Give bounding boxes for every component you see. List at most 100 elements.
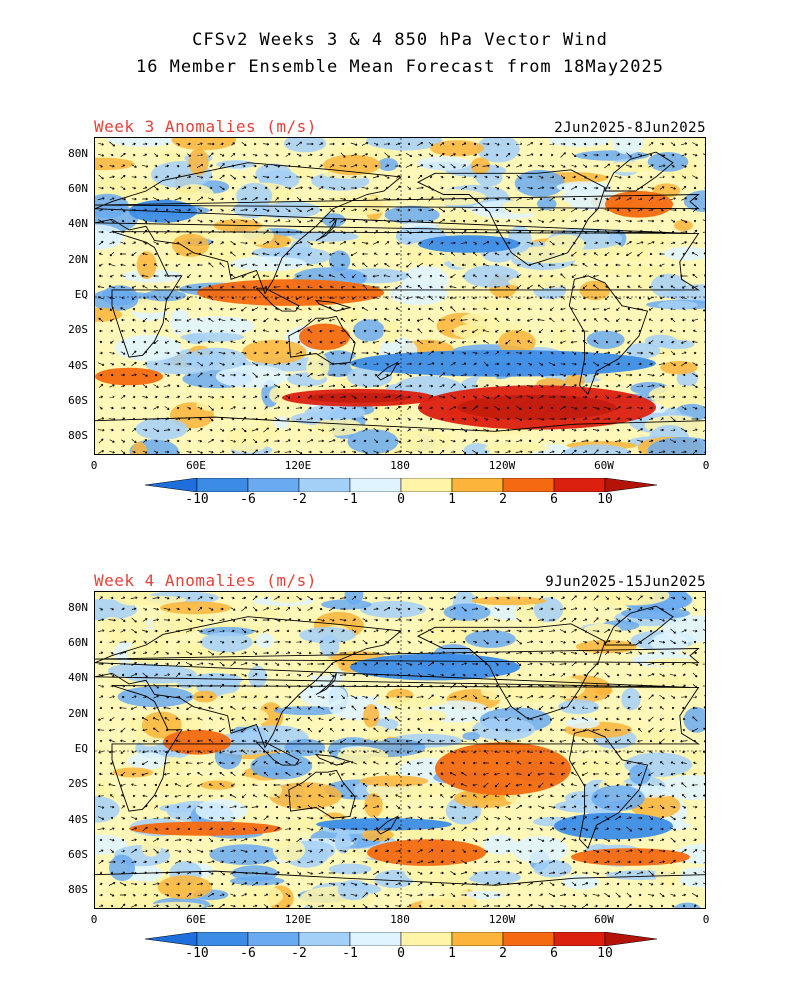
anomaly-cell: [181, 333, 245, 342]
lon-tick-label: 120E: [278, 459, 318, 472]
colorbar-label: -1: [335, 492, 365, 507]
wind-vector: [617, 286, 619, 288]
anomaly-cell: [474, 300, 525, 309]
wind-vector: [705, 718, 706, 720]
wind-vector: [573, 198, 575, 200]
anomaly-cell: [143, 290, 186, 301]
colorbar-segment: [503, 932, 554, 946]
anomaly-cell: [226, 427, 270, 453]
colorbar-segment: [248, 932, 299, 946]
anomaly-cell: [201, 781, 236, 790]
colorbar-label: 1: [437, 946, 467, 961]
lon-tick-label: 0: [686, 913, 726, 926]
lon-tick-label: 0: [74, 459, 114, 472]
week3-panel: Week 3 Anomalies (m/s) 2Jun2025-8Jun2025…: [0, 110, 800, 550]
lon-tick-label: 0: [74, 913, 114, 926]
figure-title: CFSv2 Weeks 3 & 4 850 hPa Vector Wind: [0, 30, 800, 50]
map-plot: [94, 137, 706, 455]
anomaly-cell: [645, 335, 677, 348]
anomaly-cell: [353, 319, 385, 341]
wind-vector: [705, 674, 706, 676]
wind-vector: [694, 597, 696, 599]
anomaly-cell: [472, 718, 535, 741]
anomaly-cell: [113, 768, 153, 778]
anomaly-cell: [185, 348, 247, 370]
anomaly-cell: [337, 747, 388, 764]
colorbar-label: 6: [539, 492, 569, 507]
lat-tick-label: 20N: [58, 707, 88, 720]
anomaly-cell: [127, 641, 169, 664]
colorbar-label: -2: [284, 492, 314, 507]
wind-vector: [221, 418, 223, 420]
anomaly-region: [95, 368, 163, 386]
colorbar-label: -10: [182, 946, 212, 961]
lat-tick-label: 40S: [58, 813, 88, 826]
colorbar-segment: [350, 478, 401, 492]
anomaly-cell: [109, 855, 135, 881]
colorbar-segment: [503, 478, 554, 492]
anomaly-region: [129, 822, 282, 836]
anomaly-cell: [512, 836, 568, 863]
anomaly-cell: [201, 632, 253, 652]
anomaly-cell: [366, 726, 390, 742]
anomaly-cell: [636, 676, 693, 692]
lat-tick-label: 40N: [58, 671, 88, 684]
wind-vector: [705, 905, 706, 907]
colorbar-segment: [401, 932, 452, 946]
anomaly-cell: [651, 633, 688, 654]
lon-tick-label: 180: [380, 459, 420, 472]
anomaly-cell: [483, 835, 516, 855]
colorbar: [145, 478, 657, 492]
anomaly-cell: [216, 160, 255, 168]
wind-vector: [265, 674, 267, 676]
colorbar-label: -1: [335, 946, 365, 961]
colorbar-label: 0: [386, 492, 416, 507]
lat-tick-label: 80S: [58, 883, 88, 896]
anomaly-cell: [415, 710, 446, 722]
wind-vector: [705, 839, 706, 841]
lat-tick-label: 60N: [58, 636, 88, 649]
colorbar-segment: [350, 932, 401, 946]
wind-vector: [452, 707, 454, 709]
lat-tick-label: 40S: [58, 359, 88, 372]
lat-tick-label: 20N: [58, 253, 88, 266]
colorbar-segment: [452, 932, 503, 946]
colorbar-label: 1: [437, 492, 467, 507]
colorbar-label: 6: [539, 946, 569, 961]
anomaly-cell: [141, 839, 161, 857]
anomaly-cell: [136, 418, 188, 440]
colorbar-label: 2: [488, 492, 518, 507]
colorbar-label: 10: [590, 492, 620, 507]
anomaly-cell: [444, 604, 491, 621]
lon-tick-label: 0: [686, 459, 726, 472]
colorbar-segment: [145, 478, 197, 492]
colorbar-segment: [197, 478, 248, 492]
anomaly-cell: [128, 753, 167, 770]
anomaly-cell: [552, 327, 572, 350]
lon-tick-label: 60E: [176, 913, 216, 926]
colorbar: [145, 932, 657, 946]
anomaly-cell: [625, 238, 649, 262]
lat-tick-label: 60S: [58, 848, 88, 861]
colorbar-segment: [401, 478, 452, 492]
anomaly-cell: [648, 152, 689, 172]
colorbar-label: -2: [284, 946, 314, 961]
lat-tick-label: 80N: [58, 147, 88, 160]
wind-vector: [705, 828, 706, 830]
anomaly-cell: [137, 251, 157, 279]
anomaly-cell: [515, 170, 565, 197]
colorbar-segment: [197, 932, 248, 946]
anomaly-region: [435, 742, 571, 795]
anomaly-cell: [196, 398, 238, 412]
anomaly-cell: [218, 692, 265, 703]
anomaly-cell: [378, 158, 398, 171]
wind-vector: [705, 264, 706, 266]
lat-tick-label: EQ: [58, 742, 88, 755]
lat-tick-label: 20S: [58, 323, 88, 336]
colorbar-segment: [554, 932, 605, 946]
panel-date-range: 2Jun2025-8Jun2025: [554, 120, 706, 136]
lat-tick-label: 80N: [58, 601, 88, 614]
anomaly-cell: [96, 781, 112, 797]
anomaly-cell: [242, 885, 283, 907]
anomaly-cell: [462, 732, 480, 740]
